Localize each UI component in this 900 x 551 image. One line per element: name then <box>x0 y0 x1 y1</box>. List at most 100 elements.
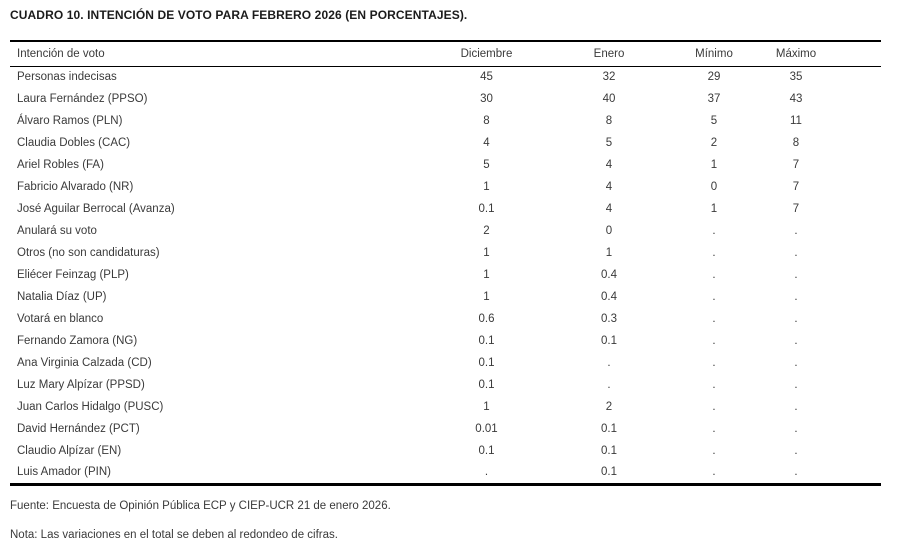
table-row: Laura Fernández (PPSO) 30 40 37 43 <box>10 88 881 110</box>
header-row: Intención de voto Diciembre Enero Mínimo… <box>10 41 881 66</box>
table-row: Álvaro Ramos (PLN) 8 8 5 11 <box>10 110 881 132</box>
table-row: Claudia Dobles (CAC) 4 5 2 8 <box>10 132 881 154</box>
row-spacer <box>832 132 881 154</box>
row-value: . <box>794 423 798 435</box>
row-value: 32 <box>602 71 616 84</box>
row-value: 35 <box>789 71 803 84</box>
row-value: 0.1 <box>478 335 495 347</box>
row-value: . <box>712 423 716 435</box>
row-value: 5 <box>710 115 718 127</box>
row-value: . <box>607 379 611 391</box>
row-label: José Aguilar Berrocal (Avanza) <box>17 203 175 215</box>
row-spacer <box>832 286 881 308</box>
row-value: 0.6 <box>478 313 495 325</box>
row-value: . <box>794 379 798 391</box>
table-row: Ana Virginia Calzada (CD) 0.1... <box>10 352 881 374</box>
row-label: Fabricio Alvarado (NR) <box>17 181 134 193</box>
row-spacer <box>832 396 881 418</box>
row-value: 1 <box>483 291 490 303</box>
row-value: 45 <box>480 71 493 84</box>
row-value: 8 <box>605 115 613 127</box>
row-spacer <box>832 374 881 396</box>
row-value: 0.1 <box>601 445 617 457</box>
row-value: 11 <box>790 115 802 127</box>
table-row: Natalia Díaz (UP) 1 0.4.. <box>10 286 881 308</box>
row-value: 1 <box>605 247 613 259</box>
row-value: 2 <box>483 225 490 237</box>
row-value: . <box>794 335 798 347</box>
row-value: 1 <box>710 203 718 215</box>
source-note: Fuente: Encuesta de Opinión Pública ECP … <box>10 500 391 512</box>
row-value: 1 <box>483 401 490 413</box>
row-label: Otros (no son candidaturas) <box>17 247 160 259</box>
table-row: Ariel Robles (FA) 5 4 1 7 <box>10 154 881 176</box>
row-spacer <box>832 308 881 330</box>
row-value: 29 <box>707 71 721 84</box>
row-value: . <box>794 445 798 457</box>
table-title: CUADRO 10. INTENCIÓN DE VOTO PARA FEBRER… <box>10 8 468 22</box>
row-value: 0.4 <box>601 291 617 303</box>
row-label: Personas indecisas <box>17 71 117 84</box>
row-value: . <box>794 291 798 303</box>
row-value: . <box>794 313 798 325</box>
row-spacer <box>832 198 881 220</box>
row-label: Luis Amador (PIN) <box>17 466 111 479</box>
row-value: . <box>712 379 716 391</box>
row-value: 43 <box>789 93 803 105</box>
row-value: 0.1 <box>601 423 617 435</box>
row-value: . <box>712 247 716 259</box>
row-value: . <box>794 225 798 237</box>
row-value: 1 <box>483 269 490 281</box>
row-label: David Hernández (PCT) <box>17 423 140 435</box>
row-value: 0.1 <box>601 335 617 347</box>
column-header-enero: Enero <box>593 47 625 60</box>
row-value: 40 <box>602 93 616 105</box>
row-value: . <box>712 225 716 237</box>
row-value: . <box>712 445 716 457</box>
row-label: Natalia Díaz (UP) <box>17 291 107 303</box>
row-spacer <box>832 176 881 198</box>
row-label: Eliécer Feinzag (PLP) <box>17 269 129 281</box>
table-row: David Hernández (PCT) 0.01 0.1.. <box>10 418 881 440</box>
row-value: . <box>794 247 798 259</box>
row-value: 0.3 <box>601 313 617 325</box>
row-value: 2 <box>605 401 613 413</box>
row-value: 5 <box>483 159 490 171</box>
row-value: 30 <box>480 93 493 105</box>
row-spacer <box>832 66 881 88</box>
table-row: Luz Mary Alpízar (PPSD) 0.1... <box>10 374 881 396</box>
row-value: . <box>712 313 716 325</box>
row-value: 2 <box>710 137 718 149</box>
row-value: . <box>712 335 716 347</box>
row-value: 0.4 <box>601 269 617 281</box>
row-spacer <box>832 462 881 484</box>
row-value: . <box>794 466 798 479</box>
table-row: Anulará su voto 2 0.. <box>10 220 881 242</box>
row-value: 4 <box>605 159 613 171</box>
row-value: 37 <box>707 93 721 105</box>
row-spacer <box>832 264 881 286</box>
row-value: . <box>712 291 716 303</box>
column-header-intencion: Intención de voto <box>17 47 105 60</box>
table-header: Intención de voto Diciembre Enero Mínimo… <box>10 41 881 66</box>
table-body: Personas indecisas 45 32 29 35 Laura Fernánde… <box>10 66 881 484</box>
column-header-spacer <box>832 41 881 66</box>
row-value: 5 <box>605 137 613 149</box>
row-label: Ariel Robles (FA) <box>17 159 104 171</box>
table-row: Claudio Alpízar (EN) 0.1 0.1.. <box>10 440 881 462</box>
row-value: 0.1 <box>478 357 495 369</box>
table-row: José Aguilar Berrocal (Avanza) 0.1 4 1 7 <box>10 198 881 220</box>
row-value: 1 <box>710 159 718 171</box>
row-spacer <box>832 352 881 374</box>
row-spacer <box>832 220 881 242</box>
table-row: Eliécer Feinzag (PLP) 1 0.4.. <box>10 264 881 286</box>
row-value: . <box>712 466 716 479</box>
table-row: Votará en blanco 0.6 0.3.. <box>10 308 881 330</box>
row-value: 0.1 <box>478 379 495 391</box>
row-value: . <box>794 269 798 281</box>
row-value: 0 <box>710 181 718 193</box>
row-spacer <box>832 418 881 440</box>
row-value: . <box>794 401 798 413</box>
row-label: Claudio Alpízar (EN) <box>17 445 122 457</box>
